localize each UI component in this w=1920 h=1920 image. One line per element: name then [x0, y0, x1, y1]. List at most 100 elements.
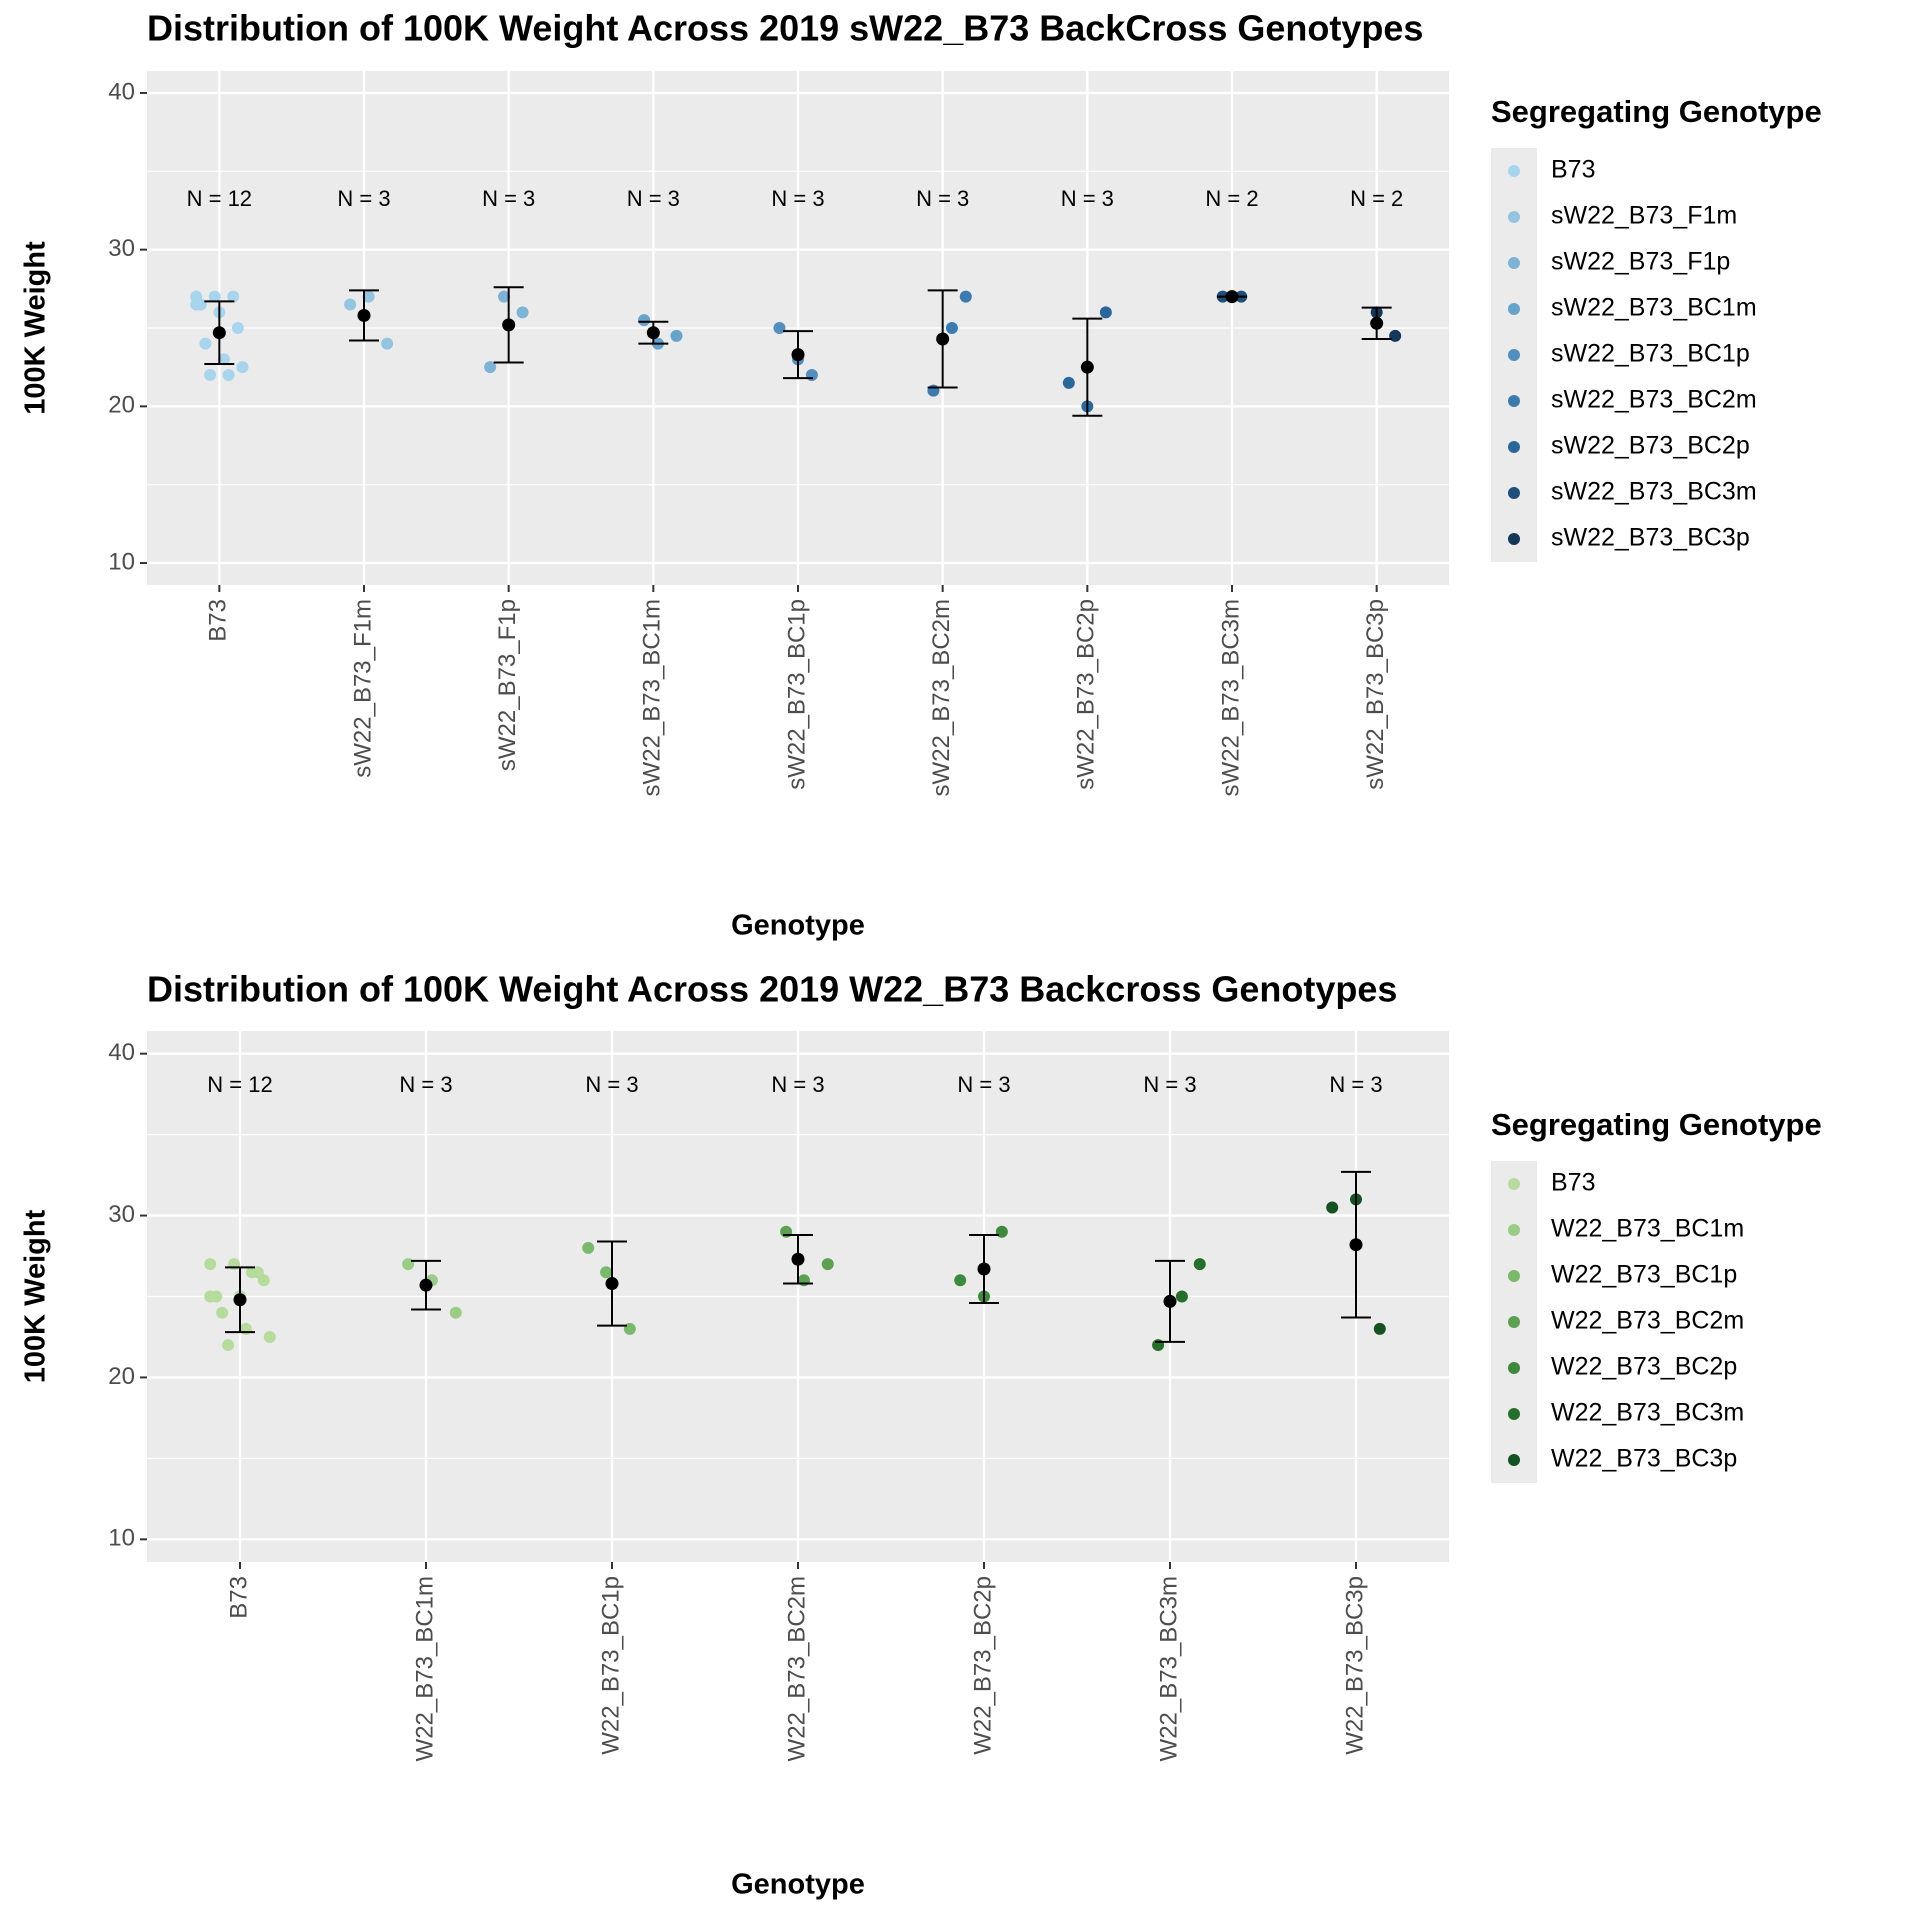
mean-point	[1349, 1238, 1363, 1252]
x-tick-label: sW22_B73_F1p	[494, 599, 521, 771]
n-label: N = 2	[1205, 186, 1258, 211]
data-point	[582, 1241, 595, 1254]
n-label: N = 3	[399, 1072, 452, 1097]
n-label: N = 12	[207, 1072, 272, 1097]
n-label: N = 3	[585, 1072, 638, 1097]
data-point	[344, 298, 357, 311]
data-point	[773, 322, 786, 334]
x-tick-label: W22_B73_BC2p	[969, 1576, 996, 1755]
data-point	[449, 1306, 462, 1319]
data-point	[516, 306, 529, 319]
data-point	[927, 384, 940, 397]
legend-marker	[1508, 1178, 1520, 1190]
x-tick-label: sW22_B73_BC1m	[639, 599, 666, 796]
n-label: N = 3	[337, 186, 390, 211]
data-point	[821, 1258, 834, 1271]
n-label: N = 3	[771, 186, 824, 211]
chart-title: Distribution of 100K Weight Across 2019 …	[147, 8, 1423, 49]
data-point	[227, 290, 240, 303]
legend-label: B73	[1551, 1169, 1595, 1197]
data-point	[1326, 1201, 1339, 1214]
mean-point	[357, 308, 371, 322]
y-tick-label: 10	[108, 548, 135, 575]
y-tick-label: 30	[108, 1201, 135, 1228]
data-point	[638, 314, 651, 327]
x-tick-label: sW22_B73_BC3p	[1362, 599, 1389, 790]
x-tick-label: W22_B73_BC3p	[1341, 1576, 1368, 1755]
data-point	[190, 298, 203, 311]
chart-title: Distribution of 100K Weight Across 2019 …	[147, 969, 1397, 1010]
legend-marker	[1508, 1224, 1520, 1236]
data-point	[199, 337, 212, 350]
legend-marker	[1508, 211, 1520, 223]
n-label: N = 3	[771, 1072, 824, 1097]
data-point	[236, 361, 249, 374]
x-axis-title: Genotype	[731, 910, 865, 942]
data-point	[600, 1266, 613, 1279]
n-label: N = 3	[1329, 1072, 1382, 1097]
legend-marker	[1508, 349, 1520, 361]
legend-label: sW22_B73_BC3m	[1551, 478, 1757, 506]
legend-marker	[1508, 165, 1520, 177]
x-tick-label: B73	[225, 1576, 252, 1619]
x-axis-title: Genotype	[731, 1869, 865, 1901]
legend: Segregating Genotype B73 W22_B73_BC1m W22_B…	[1491, 1107, 1822, 1483]
y-tick-label: 10	[108, 1525, 135, 1552]
mean-point	[977, 1262, 991, 1276]
legend-label: B73	[1551, 156, 1595, 184]
legend-marker	[1508, 441, 1520, 453]
legend-label: sW22_B73_F1p	[1551, 248, 1730, 276]
data-point	[263, 1330, 276, 1343]
legend-label: W22_B73_BC1m	[1551, 1215, 1744, 1243]
y-tick-label: 40	[108, 1039, 135, 1066]
mean-point	[1225, 290, 1239, 304]
data-point	[222, 1339, 235, 1352]
x-tick-label: sW22_B73_BC2p	[1073, 599, 1100, 790]
legend-label: W22_B73_BC3m	[1551, 1399, 1744, 1427]
n-label: N = 2	[1350, 186, 1403, 211]
legend-marker	[1508, 1408, 1520, 1420]
data-point	[959, 290, 972, 303]
data-point	[484, 361, 497, 374]
y-axis-title: 100K Weight	[20, 241, 52, 415]
legend-marker	[1508, 257, 1520, 269]
data-point	[257, 1274, 270, 1287]
mean-point	[1370, 316, 1384, 330]
data-point	[204, 1258, 217, 1271]
data-point	[1175, 1290, 1188, 1303]
mean-point	[791, 1252, 805, 1266]
n-label: N = 3	[482, 186, 535, 211]
data-point	[670, 329, 683, 342]
legend-label: sW22_B73_F1m	[1551, 202, 1737, 230]
data-point	[204, 369, 217, 382]
data-point	[945, 322, 958, 334]
y-tick-label: 20	[108, 1363, 135, 1390]
x-tick-label: W22_B73_BC1m	[411, 1576, 438, 1761]
x-tick-label: B73	[205, 599, 232, 642]
x-tick-label: sW22_B73_F1m	[349, 599, 376, 778]
data-point	[204, 1290, 217, 1303]
legend-label: sW22_B73_BC1m	[1551, 294, 1757, 322]
n-label: N = 3	[916, 186, 969, 211]
legend-marker	[1508, 1270, 1520, 1282]
data-point	[1373, 1322, 1386, 1335]
x-tick-label: W22_B73_BC2m	[783, 1576, 810, 1761]
legend-label: sW22_B73_BC3p	[1551, 524, 1750, 552]
data-point	[231, 322, 244, 334]
mean-point	[605, 1277, 619, 1291]
legend-label: W22_B73_BC2p	[1551, 1353, 1737, 1381]
mean-point	[212, 326, 226, 340]
chart-panel: 10 20 30 40 B73 N = 12 W22_B73_BC1m N = 3 W22_B7…	[20, 969, 1822, 1901]
data-point	[1099, 306, 1112, 319]
x-tick-label: sW22_B73_BC2m	[928, 599, 955, 796]
legend-title: Segregating Genotype	[1491, 94, 1822, 129]
legend-marker	[1508, 487, 1520, 499]
legend-marker	[1508, 1454, 1520, 1466]
x-tick-label: sW22_B73_BC1p	[783, 599, 810, 790]
x-tick-label: W22_B73_BC1p	[597, 1576, 624, 1755]
n-label: N = 3	[957, 1072, 1010, 1097]
legend-label: sW22_B73_BC2m	[1551, 386, 1757, 414]
data-point	[498, 290, 511, 303]
mean-point	[791, 348, 805, 362]
legend-marker	[1508, 395, 1520, 407]
